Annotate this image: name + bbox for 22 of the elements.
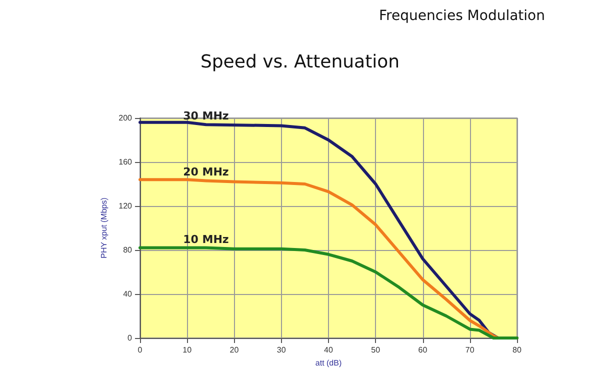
y-axis-title: PHY xput (Mbps) bbox=[99, 197, 108, 258]
x-tick-label: 10 bbox=[182, 346, 192, 354]
series-label: 10 MHz bbox=[183, 232, 229, 246]
text: Frequencies Modulation bbox=[379, 8, 546, 24]
series-label: 20 MHz bbox=[183, 166, 229, 179]
x-tick-label: 30 bbox=[276, 346, 286, 354]
y-tick-label: 80 bbox=[123, 246, 133, 254]
y-tick-label: 40 bbox=[123, 290, 133, 298]
y-tick-label: 160 bbox=[118, 158, 133, 166]
x-tick-label: 80 bbox=[512, 346, 522, 354]
x-tick-label: 50 bbox=[371, 346, 381, 354]
series-label: 30 MHz bbox=[183, 110, 229, 123]
x-tick-label: 70 bbox=[465, 346, 475, 354]
y-tick-label: 0 bbox=[128, 334, 133, 342]
y-tick-label: 200 bbox=[118, 114, 133, 122]
y-tick-label: 120 bbox=[118, 202, 133, 210]
x-axis-title: att (dB) bbox=[315, 358, 342, 368]
x-tick-label: 20 bbox=[230, 346, 240, 354]
x-tick-label: 40 bbox=[324, 346, 334, 354]
chart-title: Speed vs. Attenuation bbox=[200, 52, 400, 72]
x-tick-label: 0 bbox=[138, 346, 143, 354]
x-tick-label: 60 bbox=[418, 346, 428, 354]
